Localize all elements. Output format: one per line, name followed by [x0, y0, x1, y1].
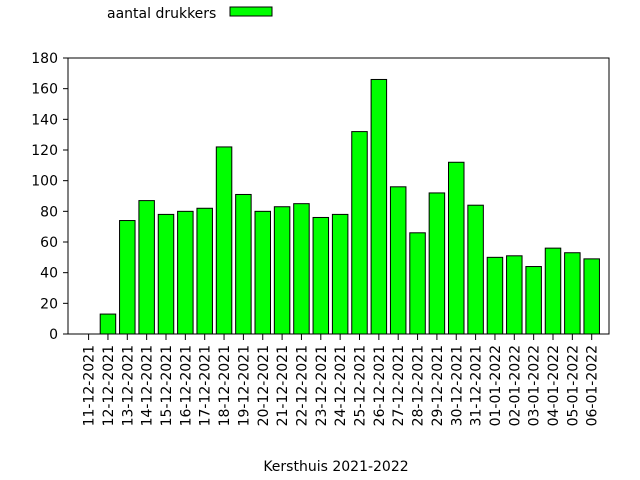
bar	[428, 192, 446, 335]
bar	[99, 313, 117, 335]
bar	[525, 266, 542, 335]
bar	[196, 207, 213, 335]
bar	[273, 206, 291, 335]
bars	[99, 78, 600, 335]
x-tick-label: 20-12-2021	[256, 345, 272, 426]
x-tick-label: 13-12-2021	[120, 345, 136, 426]
y-tick-label: 0	[49, 327, 58, 343]
bar	[506, 255, 523, 335]
y-tick-label: 180	[31, 51, 58, 67]
bar	[370, 78, 388, 335]
x-tick-label: 01-01-2022	[488, 345, 504, 426]
x-tick-label: 24-12-2021	[333, 345, 349, 426]
x-tick-label: 06-01-2022	[585, 345, 601, 426]
x-tick-label: 22-12-2021	[294, 345, 310, 426]
y-tick-label: 140	[31, 112, 58, 128]
x-tick-label: 29-12-2021	[430, 345, 446, 426]
x-tick-label: 12-12-2021	[101, 345, 117, 426]
bar	[448, 161, 465, 335]
bar	[293, 203, 310, 335]
bar	[409, 232, 426, 335]
bar	[177, 210, 194, 335]
x-tick-label: 16-12-2021	[178, 345, 194, 426]
legend: aantal drukkers	[107, 6, 273, 22]
x-tick-label: 25-12-2021	[353, 345, 369, 426]
x-tick-label: 04-01-2022	[546, 345, 562, 426]
x-tick-label: 11-12-2021	[82, 345, 98, 426]
legend-swatch	[229, 6, 273, 17]
bar	[564, 252, 581, 335]
bar	[312, 216, 330, 335]
y-tick-label: 80	[40, 204, 58, 220]
bar	[467, 204, 484, 335]
plot-frame	[67, 57, 610, 335]
bar	[138, 200, 155, 335]
x-tick-label: 27-12-2021	[391, 345, 407, 426]
bar	[157, 213, 175, 335]
x-tick-label: 30-12-2021	[449, 345, 465, 426]
x-tick-label: 31-12-2021	[469, 345, 485, 426]
y-tick-label: 60	[40, 235, 58, 251]
y-tick-label: 160	[31, 82, 58, 98]
y-axis: 0 20 40 60 80 100 120 140 160 180	[31, 51, 68, 343]
bar	[235, 193, 252, 335]
x-tick-label: 28-12-2021	[411, 345, 427, 426]
bar	[486, 256, 504, 335]
x-tick-label: 17-12-2021	[198, 345, 214, 426]
x-tick-label: 23-12-2021	[314, 345, 330, 426]
y-tick-label: 20	[40, 296, 58, 312]
y-tick-label: 120	[31, 143, 58, 159]
x-tick-label: 15-12-2021	[159, 345, 175, 426]
bar	[583, 258, 600, 335]
bar	[351, 131, 368, 335]
y-tick-label: 40	[40, 266, 58, 282]
x-axis-title: Kersthuis 2021-2022	[263, 459, 408, 475]
x-tick-label: 05-01-2022	[565, 345, 581, 426]
bar	[119, 220, 136, 335]
x-tick-label: 21-12-2021	[275, 345, 291, 426]
bar	[331, 213, 349, 335]
x-tick-label: 18-12-2021	[217, 345, 233, 426]
x-tick-label: 26-12-2021	[372, 345, 388, 426]
x-tick-label: 02-01-2022	[507, 345, 523, 426]
bar	[215, 146, 233, 335]
bar	[389, 186, 407, 335]
bar	[544, 247, 562, 335]
legend-label: aantal drukkers	[107, 6, 216, 22]
y-tick-label: 100	[31, 174, 58, 190]
bar	[254, 210, 271, 335]
x-tick-label: 19-12-2021	[236, 345, 252, 426]
x-tick-label: 03-01-2022	[527, 345, 543, 426]
x-axis: 11-12-2021 12-12-2021 13-12-2021 14-12-2021…	[82, 334, 601, 426]
x-tick-label: 14-12-2021	[140, 345, 156, 426]
